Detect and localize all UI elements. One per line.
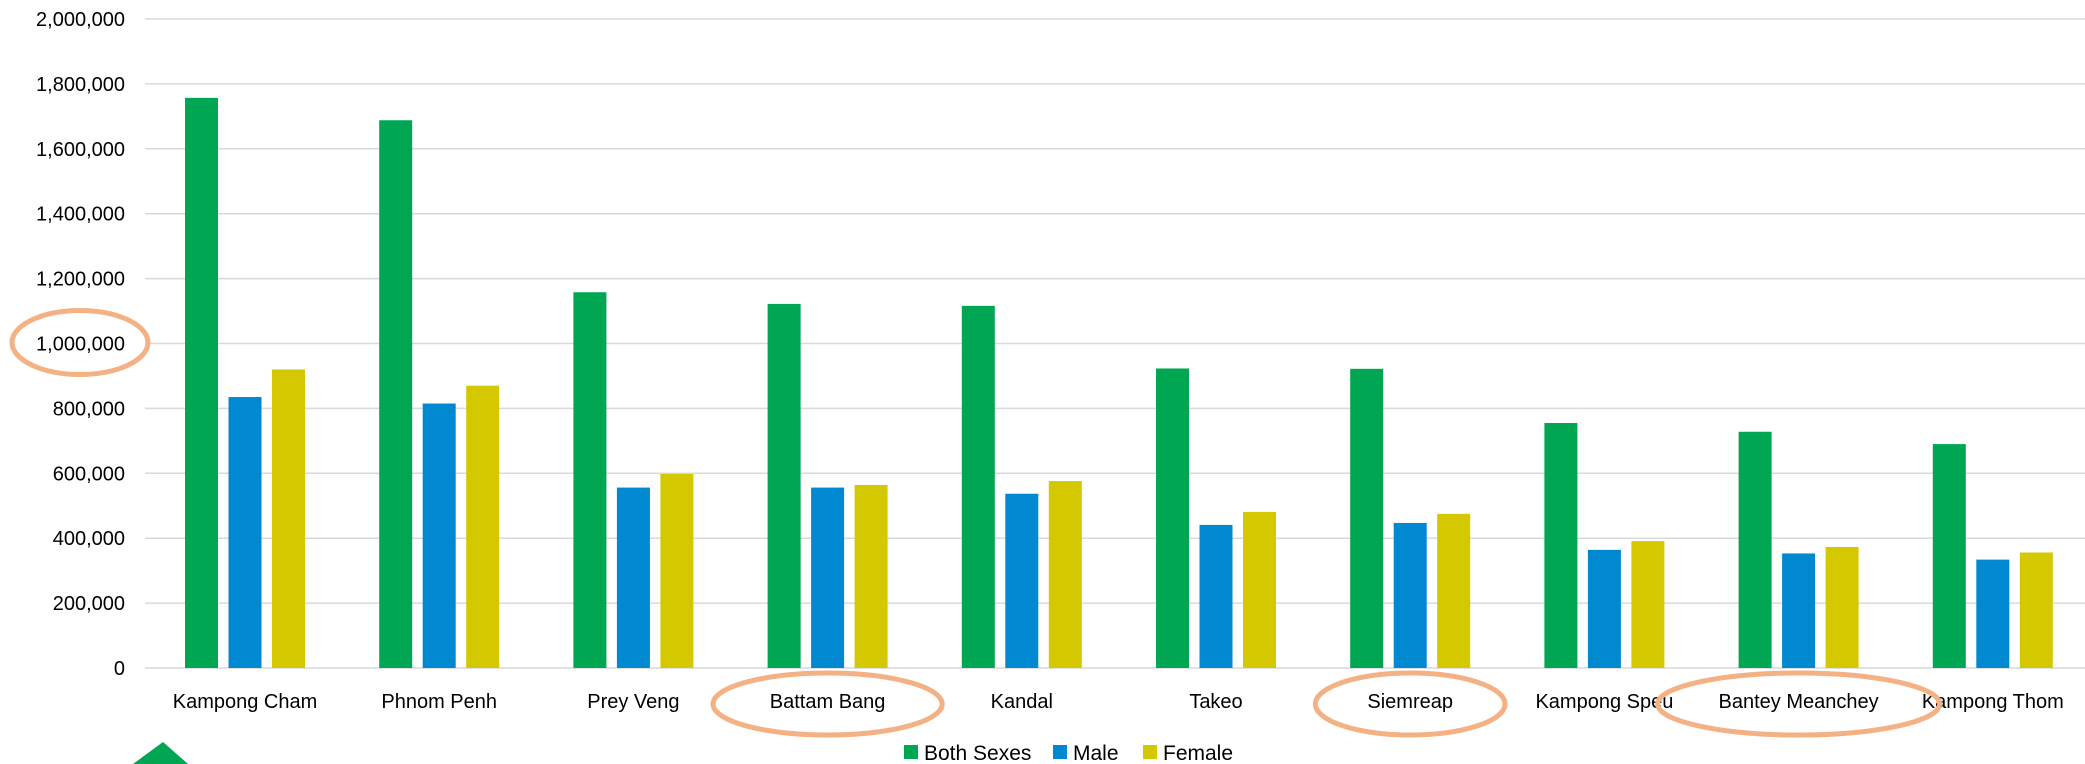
bar-kampong-cham-female: [272, 369, 305, 668]
bar-kampong-thom-male: [1976, 559, 2010, 668]
logo-triangle: [133, 742, 188, 764]
x-tick-label-battam-bang: Battam Bang: [770, 691, 886, 713]
bar-kandal-both-sexes: [961, 305, 995, 668]
y-tick-label-1600000: 1,600,000: [36, 139, 125, 161]
bar-prey-veng-male: [616, 487, 650, 668]
highlight-oval-1-000-000: [9, 308, 151, 377]
bar-prey-veng-both-sexes: [573, 292, 607, 668]
bar-kampong-speu-female: [1631, 541, 1665, 668]
bar-siemreap-both-sexes: [1350, 368, 1384, 668]
bar-kampong-speu-both-sexes: [1544, 423, 1578, 668]
highlight-ovals: [9, 308, 1943, 738]
bar-phnom-penh-both-sexes: [379, 120, 413, 668]
y-tick-label-1400000: 1,400,000: [36, 204, 125, 226]
y-tick-label-800000: 800,000: [53, 398, 125, 420]
y-tick-label-1800000: 1,800,000: [36, 74, 125, 96]
x-tick-label-prey-veng: Prey Veng: [587, 691, 679, 713]
x-tick-label-kampong-thom: Kampong Thom: [1922, 691, 2064, 713]
x-tick-label-phnom-penh: Phnom Penh: [381, 691, 497, 713]
y-tick-label-2000000: 2,000,000: [36, 9, 125, 31]
bar-takeo-both-sexes: [1156, 368, 1189, 668]
bar-kandal-female: [1048, 481, 1082, 668]
bar-siemreap-male: [1393, 522, 1427, 668]
bar-kampong-cham-male: [228, 397, 262, 668]
x-tick-label-bantey-meanchey: Bantey Meanchey: [1719, 691, 1879, 713]
bar-phnom-penh-female: [466, 385, 500, 668]
bar-kampong-thom-both-sexes: [1932, 444, 1966, 668]
highlight-oval-battam-bang: [710, 670, 945, 738]
y-tick-label-200000: 200,000: [53, 593, 125, 615]
y-tick-label-1000000: 1,000,000: [36, 334, 125, 356]
legend-label-male: Male: [1073, 742, 1119, 764]
logo: [133, 742, 188, 764]
highlight-oval-siemreap: [1312, 670, 1508, 738]
bar-siemreap-female: [1437, 513, 1471, 668]
legend-swatch-female: [1143, 745, 1157, 759]
bar-bantey-meanchey-male: [1782, 553, 1816, 668]
bar-takeo-female: [1243, 511, 1276, 668]
y-tick-label-1200000: 1,200,000: [36, 269, 125, 291]
bar-battam-bang-male: [811, 487, 845, 668]
x-tick-label-kandal: Kandal: [991, 691, 1053, 713]
bar-prey-veng-female: [660, 473, 694, 668]
legend: Both Sexes Male Female: [904, 742, 1233, 764]
bar-battam-bang-both-sexes: [767, 303, 801, 668]
legend-swatch-male: [1053, 745, 1067, 759]
y-tick-label-600000: 600,000: [53, 463, 125, 485]
y-tick-label-0: 0: [114, 658, 125, 680]
x-axis-tick-labels: Kampong Cham Phnom Penh Prey Veng Battam Ba…: [173, 691, 2064, 713]
bars: [185, 97, 2053, 668]
highlight-oval-bantey-meanchey: [1655, 670, 1943, 738]
x-tick-label-kampong-speu: Kampong Speu: [1535, 691, 1673, 713]
y-tick-label-400000: 400,000: [53, 528, 125, 550]
bar-kampong-cham-both-sexes: [185, 97, 218, 668]
bar-takeo-male: [1199, 524, 1233, 668]
bar-kandal-male: [1005, 493, 1039, 668]
legend-swatch-both-sexes: [904, 745, 918, 759]
legend-label-both-sexes: Both Sexes: [924, 742, 1031, 764]
bar-kampong-thom-female: [2019, 552, 2053, 668]
bar-battam-bang-female: [854, 484, 888, 668]
x-tick-label-kampong-cham: Kampong Cham: [173, 691, 318, 713]
y-axis-tick-labels: 0 200,000 400,000 600,000 800,000 1,000,000 1,…: [36, 9, 125, 680]
bar-bantey-meanchey-both-sexes: [1738, 431, 1772, 668]
bar-bantey-meanchey-female: [1825, 546, 1859, 668]
legend-label-female: Female: [1163, 742, 1233, 764]
x-tick-label-siemreap: Siemreap: [1367, 691, 1453, 713]
bar-phnom-penh-male: [422, 403, 456, 668]
x-tick-label-takeo: Takeo: [1189, 691, 1242, 713]
bar-kampong-speu-male: [1587, 549, 1621, 668]
